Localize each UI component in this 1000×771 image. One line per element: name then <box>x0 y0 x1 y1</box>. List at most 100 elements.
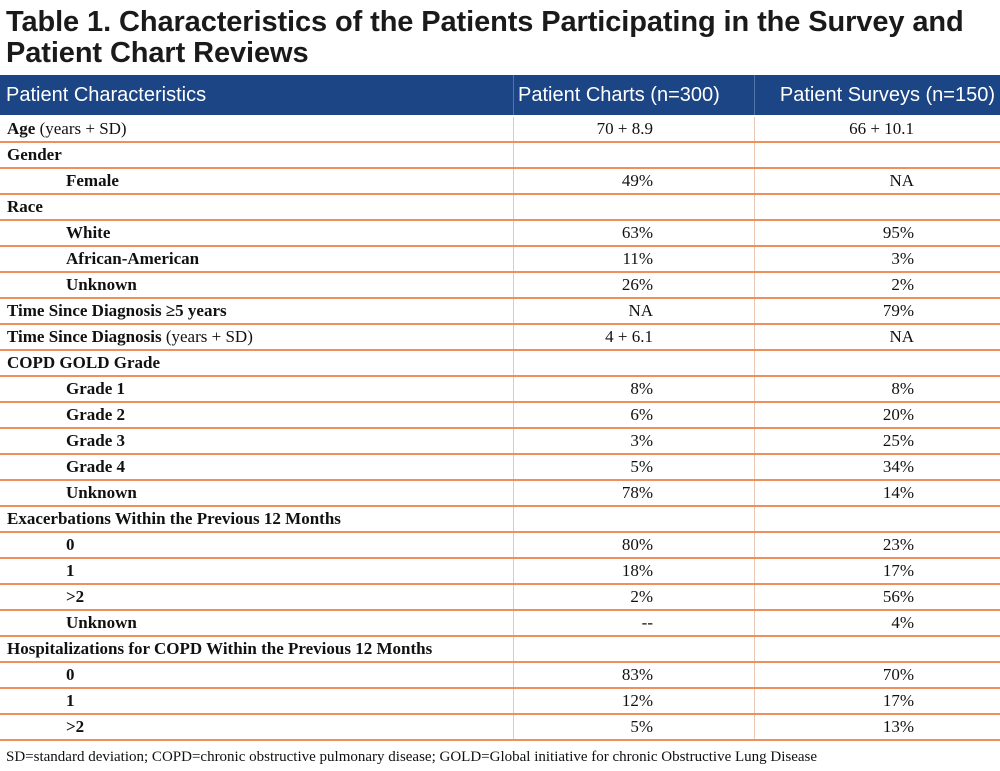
row-label-bold: Race <box>7 197 43 216</box>
cell-patient-charts: 11% <box>622 249 653 268</box>
row-label-bold: African-American <box>66 249 200 268</box>
column-divider <box>513 481 514 505</box>
table-row: Time Since Diagnosis ≥5 years NA 79% <box>0 299 1000 325</box>
row-label: Grade 2 <box>66 405 125 425</box>
cell-patient-charts: 78% <box>621 483 653 502</box>
cell-patient-charts: 70 + 8.9 <box>596 119 653 138</box>
cell-patient-charts: 5% <box>630 717 653 736</box>
column-divider <box>754 663 755 687</box>
cell-patient-charts: 3% <box>630 431 653 450</box>
column-divider <box>754 559 755 583</box>
cell-patient-surveys: 14% <box>882 483 914 502</box>
cell-patient-surveys: NA <box>889 327 914 346</box>
table-row: Age (years + SD) 70 + 8.9 66 + 10.1 <box>0 117 1000 143</box>
cell-patient-charts: 5% <box>630 457 653 476</box>
table-row: Time Since Diagnosis (years + SD) 4 + 6.1… <box>0 325 1000 351</box>
column-divider <box>513 351 514 375</box>
row-label-bold: Hospitalizations for COPD Within the Pre… <box>7 639 433 658</box>
column-divider <box>513 299 514 323</box>
row-label-bold: 1 <box>66 561 75 580</box>
table-row: >2 5% 13% <box>0 715 1000 741</box>
cell-patient-surveys: 70% <box>882 665 914 684</box>
column-divider <box>754 351 755 375</box>
column-divider <box>513 533 514 557</box>
table-row: African-American 11% 3% <box>0 247 1000 273</box>
column-divider <box>754 403 755 427</box>
table-row: 1 18% 17% <box>0 559 1000 585</box>
column-divider <box>513 325 514 349</box>
cell-patient-surveys: 2% <box>891 275 914 294</box>
table-title-line-1: Table 1. Characteristics of the Patients… <box>6 6 964 38</box>
row-label: White <box>66 223 110 243</box>
table-row: Female 49% NA <box>0 169 1000 195</box>
cell-patient-surveys: NA <box>889 171 914 190</box>
row-label-bold: Exacerbations Within the Previous 12 Mon… <box>7 509 341 528</box>
table-row: White 63% 95% <box>0 221 1000 247</box>
row-label: >2 <box>66 717 84 737</box>
table-body: Age (years + SD) 70 + 8.9 66 + 10.1 Gender F… <box>0 117 1000 741</box>
row-label-bold: 1 <box>66 691 75 710</box>
row-label-bold: Grade 1 <box>66 379 126 398</box>
cell-patient-surveys: 56% <box>882 587 914 606</box>
cell-patient-charts: 8% <box>630 379 653 398</box>
row-label: Unknown <box>66 613 137 633</box>
column-divider <box>513 429 514 453</box>
column-divider <box>513 247 514 271</box>
row-label-bold: Grade 2 <box>66 405 126 424</box>
row-label: Time Since Diagnosis (years + SD) <box>7 327 253 347</box>
column-divider <box>754 689 755 713</box>
table-row: Exacerbations Within the Previous 12 Mon… <box>0 507 1000 533</box>
table-row: Grade 3 3% 25% <box>0 429 1000 455</box>
table-footnote: SD=standard deviation; COPD=chronic obst… <box>6 749 818 765</box>
table-row: 0 83% 70% <box>0 663 1000 689</box>
column-divider <box>754 455 755 479</box>
row-label: Grade 3 <box>66 431 125 451</box>
cell-patient-charts: 80% <box>621 535 653 554</box>
row-label: Gender <box>7 145 62 165</box>
row-label: Race <box>7 197 43 217</box>
column-divider <box>513 273 514 297</box>
column-divider <box>754 533 755 557</box>
cell-patient-charts: 83% <box>621 665 653 684</box>
row-label: >2 <box>66 587 84 607</box>
cell-patient-charts: 2% <box>630 587 653 606</box>
column-divider <box>754 611 755 635</box>
row-label-bold: 0 <box>66 535 75 554</box>
column-divider <box>754 325 755 349</box>
row-label-bold: Unknown <box>66 613 137 632</box>
table-row: Unknown 78% 14% <box>0 481 1000 507</box>
cell-patient-surveys: 4% <box>891 613 914 632</box>
column-divider <box>513 611 514 635</box>
cell-patient-charts: 18% <box>621 561 653 580</box>
table-row: Grade 1 8% 8% <box>0 377 1000 403</box>
row-label-bold: COPD GOLD Grade <box>7 353 160 372</box>
header-divider <box>754 75 755 115</box>
column-divider <box>754 715 755 739</box>
row-label: 0 <box>66 665 75 685</box>
column-divider <box>754 195 755 219</box>
row-label: Female <box>66 171 119 191</box>
cell-patient-surveys: 23% <box>882 535 914 554</box>
row-label: African-American <box>66 249 199 269</box>
column-divider <box>754 585 755 609</box>
column-divider <box>513 637 514 661</box>
table-row: COPD GOLD Grade <box>0 351 1000 377</box>
row-label-bold: Grade 4 <box>66 457 126 476</box>
row-label: Unknown <box>66 275 137 295</box>
row-label-bold: Time Since Diagnosis <box>7 327 162 346</box>
cell-patient-charts: 49% <box>621 171 653 190</box>
row-label-bold: Unknown <box>66 483 137 502</box>
cell-patient-charts: 12% <box>621 691 653 710</box>
row-label-bold: White <box>66 223 111 242</box>
row-label-bold: Age <box>7 119 36 138</box>
column-header-patient-charts: Patient Charts (n=300) <box>518 84 720 106</box>
column-divider <box>513 455 514 479</box>
column-header-patient-surveys: Patient Surveys (n=150) <box>779 84 995 106</box>
row-label-bold: 0 <box>66 665 75 684</box>
column-divider <box>754 507 755 531</box>
row-label: 1 <box>66 561 75 581</box>
table-row: Unknown 26% 2% <box>0 273 1000 299</box>
row-label: Time Since Diagnosis ≥5 years <box>7 301 227 321</box>
column-divider <box>513 143 514 167</box>
